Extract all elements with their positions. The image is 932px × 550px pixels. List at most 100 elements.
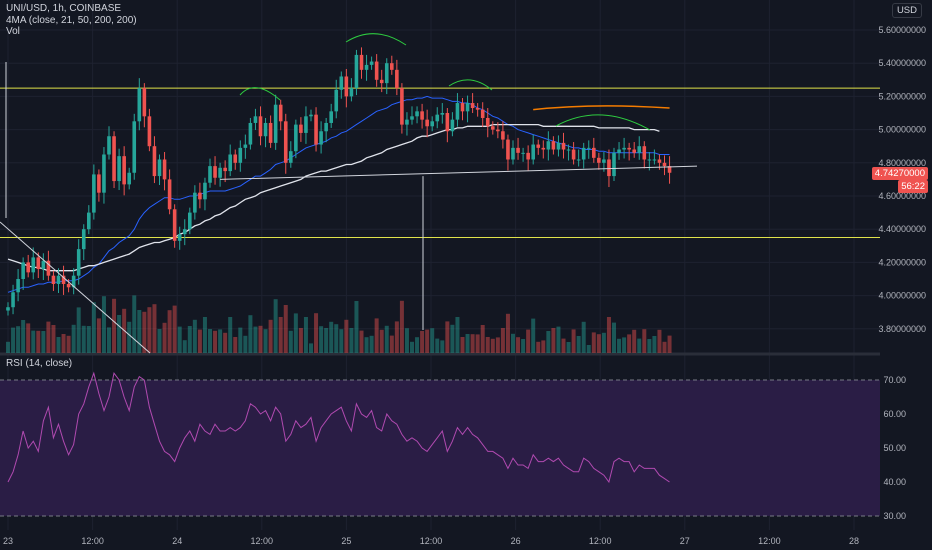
candle-body — [66, 283, 71, 288]
volume-bar — [455, 317, 460, 353]
candle-body — [592, 147, 596, 158]
volume-bar — [16, 326, 21, 353]
candle-body — [556, 142, 561, 150]
candle-body — [238, 147, 243, 163]
candle-body — [263, 122, 268, 137]
moving-averages — [7, 95, 670, 293]
descending-trendline — [0, 221, 151, 354]
volume-bar — [541, 340, 546, 353]
volume-bar — [622, 337, 627, 353]
time-tick-label: 12:00 — [420, 536, 443, 546]
volume-bar — [132, 295, 137, 353]
candle-body — [127, 172, 131, 185]
candle-body — [480, 109, 485, 118]
price-axis[interactable]: 5.60000000 5.40000000 5.20000000 5.00000000… — [878, 0, 932, 530]
candle-body — [81, 229, 86, 250]
volume-bar — [349, 328, 354, 353]
price-tick-label: 4.80000000 — [878, 158, 926, 168]
volume-bar — [71, 324, 76, 353]
volume-bar — [581, 321, 586, 353]
candle-body — [289, 151, 293, 163]
volume-bar — [430, 328, 435, 353]
volume-bar — [329, 321, 334, 353]
candle-body — [400, 88, 404, 125]
price-axis-bg — [880, 0, 932, 530]
candle-body — [87, 212, 91, 230]
time-tick-label: 23 — [3, 536, 13, 546]
time-axis[interactable]: 23 12:00 24 12:00 25 12:00 26 12:00 27 12:00 28 — [0, 530, 932, 550]
volume-bar — [6, 341, 10, 353]
volume-bar — [511, 333, 515, 353]
candle-body — [16, 279, 20, 293]
volume-bar — [465, 334, 470, 353]
candle-body — [208, 166, 212, 183]
candle-body — [198, 192, 202, 200]
time-tick-label: 26 — [511, 536, 521, 546]
volume-bar — [566, 342, 571, 353]
candle-body — [526, 152, 530, 160]
volume-bar — [450, 324, 455, 353]
volume-bar — [526, 329, 531, 353]
rsi-tick-label: 60.00 — [883, 409, 906, 419]
candle-body — [622, 147, 626, 150]
candle-body — [496, 129, 500, 132]
candle-body — [304, 116, 308, 133]
candle-body — [344, 76, 349, 97]
candle-body — [253, 116, 258, 123]
price-tick-label: 4.20000000 — [878, 257, 926, 267]
volume-bar — [647, 339, 652, 353]
volume-bar — [253, 326, 258, 353]
candle-body — [541, 147, 546, 150]
candle-body — [137, 88, 142, 122]
volume-bar — [591, 332, 596, 353]
candle-body — [51, 275, 56, 284]
rsi-indicator-label[interactable]: RSI (14, close) — [6, 358, 73, 369]
candle-body — [354, 54, 359, 89]
candle-body — [390, 63, 394, 70]
candle-body — [395, 69, 399, 89]
volume-bar — [389, 335, 394, 353]
volume-bar — [384, 325, 389, 353]
volume-bar — [500, 328, 505, 353]
volume-bar — [298, 328, 303, 353]
ma50-line — [7, 123, 660, 272]
candle-body — [162, 159, 167, 180]
price-tick-label: 5.20000000 — [878, 91, 926, 101]
candle-body — [112, 136, 116, 182]
candle-body — [223, 167, 227, 172]
volume-bar — [374, 318, 379, 353]
candle-body — [576, 159, 581, 161]
candle-body — [662, 162, 667, 167]
candle-body — [445, 113, 450, 132]
volume-indicator-label[interactable]: Vol — [6, 26, 20, 37]
candle-body — [71, 275, 76, 288]
volume-bar — [248, 315, 253, 353]
currency-button[interactable]: USD — [891, 3, 922, 18]
candle-body — [597, 157, 601, 163]
time-tick-label: 12:00 — [81, 536, 104, 546]
time-tick-label: 25 — [341, 536, 351, 546]
volume-bar — [404, 328, 409, 353]
price-tick-label: 5.60000000 — [878, 25, 926, 35]
volume-bar — [612, 322, 616, 353]
candle-body — [501, 131, 505, 140]
user-drawings[interactable] — [0, 33, 698, 354]
rsi-tick-label: 40.00 — [883, 477, 906, 487]
candle-body — [243, 144, 248, 148]
candle-body — [566, 149, 571, 151]
candle-body — [339, 76, 344, 90]
volume-bar — [662, 341, 667, 353]
rsi-line — [7, 371, 670, 484]
candle-body — [465, 103, 470, 112]
candle-body — [627, 147, 631, 150]
candle-body — [511, 147, 515, 160]
symbol-label[interactable]: UNI/USD, 1h, COINBASE — [6, 3, 122, 14]
volume-bar — [86, 326, 91, 353]
candle-body — [258, 116, 263, 137]
price-tick-label: 4.40000000 — [878, 224, 926, 234]
volume-bar — [233, 337, 238, 353]
candle-body — [617, 149, 621, 153]
horizontal-levels[interactable] — [0, 87, 880, 238]
ma-indicator-label[interactable]: 4MA (close, 21, 50, 200, 200) — [6, 14, 137, 26]
